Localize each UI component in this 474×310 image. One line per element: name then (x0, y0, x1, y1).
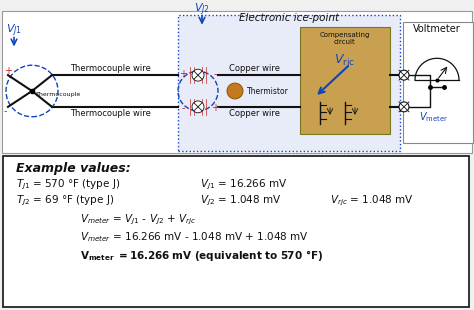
Text: Compensating
circuit: Compensating circuit (320, 32, 370, 45)
Text: $V_{meter}$ = $V_{J1}$ - $V_{J2}$ + $V_{rjc}$: $V_{meter}$ = $V_{J1}$ - $V_{J2}$ + $V_{… (80, 213, 196, 227)
FancyBboxPatch shape (3, 157, 469, 307)
Text: $V_{J1}$: $V_{J1}$ (6, 22, 22, 39)
Text: Example values:: Example values: (16, 162, 131, 175)
Circle shape (192, 69, 204, 81)
Text: $V_{J2}$: $V_{J2}$ (194, 2, 210, 18)
FancyBboxPatch shape (178, 15, 400, 152)
Text: $\mathbf{V_{meter}}$ $\mathbf{= 16.266\ mV}$ (equivalent to 570 °F): $\mathbf{V_{meter}}$ $\mathbf{= 16.266\ … (80, 248, 323, 263)
Text: Electronic ice-point: Electronic ice-point (239, 13, 339, 23)
Text: +: + (4, 66, 12, 76)
Circle shape (399, 102, 409, 112)
Text: $V_{\mathrm{meter}}$: $V_{\mathrm{meter}}$ (419, 110, 448, 124)
Text: Copper wire: Copper wire (229, 64, 281, 73)
Text: $V_{rjc}$ = 1.048 mV: $V_{rjc}$ = 1.048 mV (330, 194, 414, 208)
Text: -: - (3, 106, 7, 116)
Text: $T_{J2}$ = 69 °F (type J): $T_{J2}$ = 69 °F (type J) (16, 194, 114, 208)
Circle shape (399, 70, 409, 80)
Text: $V_{meter}$ = 16.266 mV - 1.048 mV + 1.048 mV: $V_{meter}$ = 16.266 mV - 1.048 mV + 1.0… (80, 230, 309, 244)
FancyBboxPatch shape (2, 11, 472, 153)
Text: -: - (181, 103, 185, 113)
FancyBboxPatch shape (300, 27, 390, 134)
Text: $V_{J2}$ = 1.048 mV: $V_{J2}$ = 1.048 mV (200, 194, 282, 208)
Text: $V_{J1}$ = 16.266 mV: $V_{J1}$ = 16.266 mV (200, 178, 288, 192)
Circle shape (227, 83, 243, 99)
Text: Voltmeter: Voltmeter (413, 24, 461, 33)
Text: $V_{\mathrm{rjc}}$: $V_{\mathrm{rjc}}$ (334, 52, 355, 69)
Text: Thermocouple wire: Thermocouple wire (70, 64, 150, 73)
FancyBboxPatch shape (403, 22, 473, 143)
Text: Copper wire: Copper wire (229, 109, 281, 118)
Text: +: + (179, 69, 187, 79)
Text: Thermocouple wire: Thermocouple wire (70, 109, 150, 118)
Circle shape (192, 101, 204, 113)
Text: Thermistor: Thermistor (247, 86, 289, 95)
Text: Thermocouple: Thermocouple (36, 92, 81, 97)
Text: -: - (213, 69, 217, 79)
Text: +: + (211, 103, 219, 113)
Text: $T_{J1}$ = 570 °F (type J): $T_{J1}$ = 570 °F (type J) (16, 178, 120, 192)
